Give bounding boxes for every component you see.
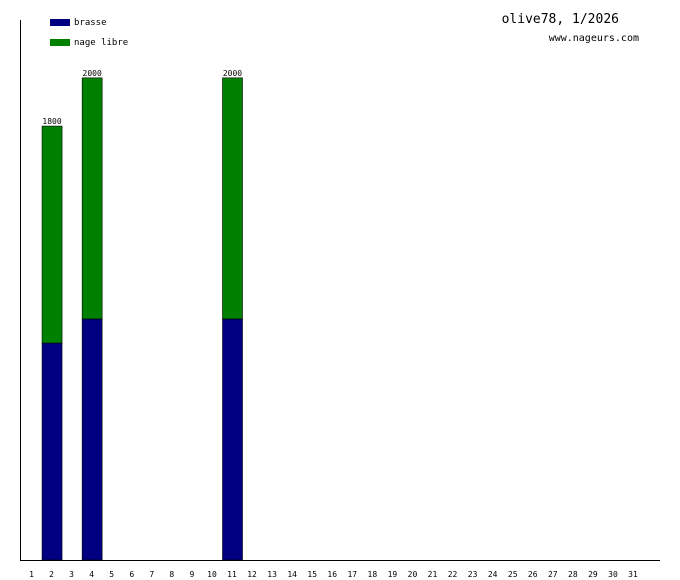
x-tick-label-2: 2 [49,570,54,579]
x-tick-label-30: 30 [608,570,618,579]
x-tick-label-25: 25 [508,570,518,579]
x-tick-label-3: 3 [69,570,74,579]
x-tick-label-9: 9 [189,570,194,579]
x-tick-label-17: 17 [347,570,357,579]
axes [20,20,660,561]
x-tick-label-29: 29 [588,570,598,579]
bar-brasse-day-2 [41,342,63,561]
value-labels-group: 1800 2000 2000 [42,69,242,126]
legend-label-0: brasse [74,18,107,28]
x-tick-label-27: 27 [548,570,558,579]
x-tick-label-20: 20 [408,570,418,579]
legend-label-1: nage libre [74,38,128,48]
x-tick-labels: 1 2 3 4 5 6 7 8 9 10 11 12 13 14 15 16 17 18 19 20 21 22 23 24 2… [29,570,638,579]
x-tick-label-1: 1 [29,570,34,579]
x-tick-label-6: 6 [129,570,134,579]
value-label-day-2: 1800 [42,117,61,126]
x-tick-label-28: 28 [568,570,578,579]
bar-brasse-day-4 [81,318,103,561]
x-tick-label-15: 15 [307,570,317,579]
x-tick-label-24: 24 [488,570,498,579]
x-tick-label-18: 18 [368,570,378,579]
x-tick-label-7: 7 [149,570,154,579]
chart-subtitle: www.nageurs.com [549,33,639,44]
x-tick-label-13: 13 [267,570,277,579]
x-tick-label-11: 11 [227,570,237,579]
value-label-day-11: 2000 [223,69,242,78]
x-tick-label-14: 14 [287,570,297,579]
x-tick-label-23: 23 [468,570,478,579]
bar-nage-libre-day-4 [81,77,103,320]
legend-swatch-0 [50,19,70,26]
x-tick-label-22: 22 [448,570,458,579]
legend: brasse nage libre [50,18,128,48]
bar-brasse-day-11 [222,318,243,561]
value-label-day-4: 2000 [83,69,102,78]
legend-swatch-1 [50,39,70,46]
x-tick-label-21: 21 [428,570,438,579]
x-tick-label-12: 12 [247,570,257,579]
x-tick-label-5: 5 [109,570,114,579]
x-tick-label-26: 26 [528,570,538,579]
x-tick-label-19: 19 [388,570,398,579]
x-tick-label-16: 16 [327,570,337,579]
bar-nage-libre-day-2 [41,125,63,344]
bar-nage-libre-day-11 [222,77,243,320]
x-tick-label-4: 4 [89,570,94,579]
chart-title: olive78, 1/2026 [502,12,619,27]
x-tick-label-8: 8 [169,570,174,579]
x-tick-label-10: 10 [207,570,217,579]
x-tick-label-31: 31 [628,570,638,579]
bars-group [41,77,243,561]
